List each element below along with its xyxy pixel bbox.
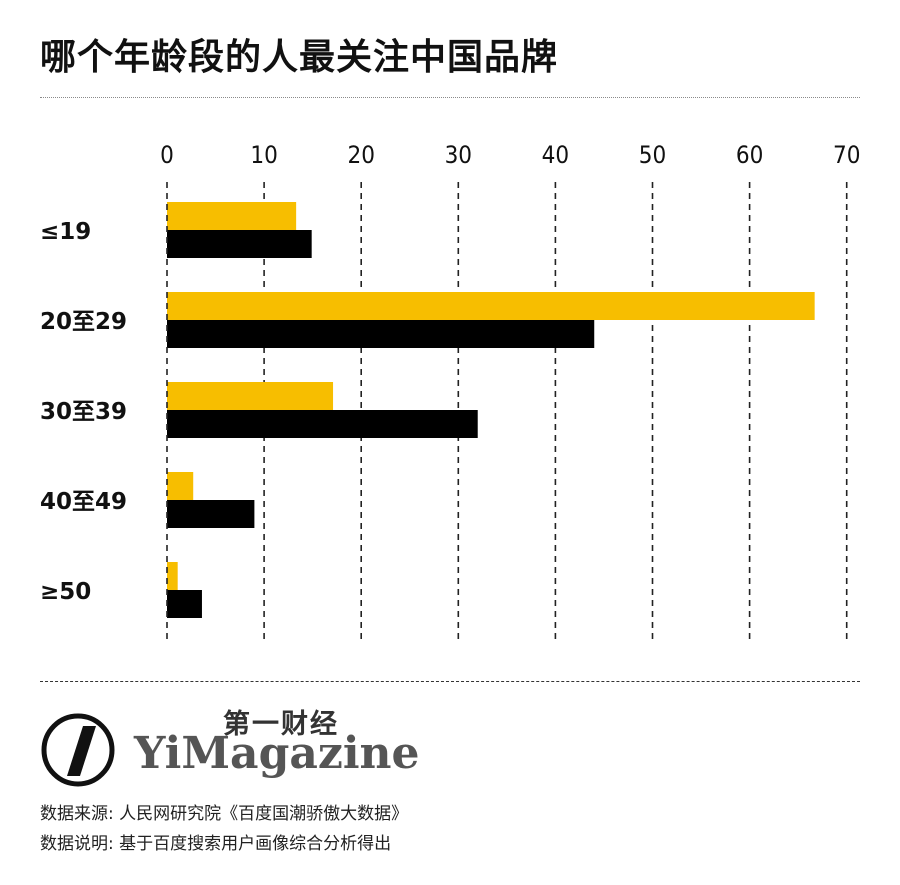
x-tick-label-60: 60 bbox=[736, 141, 763, 169]
x-tick-label-30: 30 bbox=[445, 141, 472, 169]
x-tick-label-40: 40 bbox=[542, 141, 569, 169]
logo-mark-icon bbox=[41, 713, 115, 787]
bar-series1-3 bbox=[167, 472, 194, 500]
x-tick-label-20: 20 bbox=[347, 141, 374, 169]
bar-series2-4 bbox=[167, 590, 202, 618]
title-divider bbox=[40, 97, 860, 98]
bar-series1-0 bbox=[167, 202, 297, 230]
brand-name-en: YiMagazine bbox=[134, 728, 420, 779]
bar-series2-1 bbox=[167, 320, 595, 348]
category-label-1: 20至29 bbox=[40, 309, 127, 335]
bar-series2-2 bbox=[167, 410, 478, 438]
method-note: 数据说明: 基于百度搜索用户画像综合分析得出 bbox=[40, 834, 392, 854]
source-note: 数据来源: 人民网研究院《百度国潮骄傲大数据》 bbox=[40, 804, 409, 824]
x-tick-label-0: 0 bbox=[160, 141, 174, 169]
bar-series2-3 bbox=[167, 500, 255, 528]
chart-title: 哪个年龄段的人最关注中国品牌 bbox=[40, 37, 559, 78]
category-label-0: ≤19 bbox=[40, 219, 91, 245]
x-tick-label-10: 10 bbox=[250, 141, 277, 169]
brand-logo: 第一财经 YiMagazine bbox=[40, 700, 460, 790]
x-tick-label-50: 50 bbox=[639, 141, 666, 169]
bar-chart: 0 10 20 30 40 50 60 70 ≤19 20至29 30至39 40至49 ≥50 bbox=[40, 141, 860, 642]
category-label-2: 30至39 bbox=[40, 399, 127, 425]
brand-name-cn: 第一财经 bbox=[223, 709, 339, 740]
bar-series1-4 bbox=[167, 562, 178, 590]
x-tick-label-70: 70 bbox=[833, 141, 860, 169]
bar-series1-1 bbox=[167, 292, 815, 320]
footer-divider bbox=[40, 681, 860, 682]
category-label-4: ≥50 bbox=[40, 579, 91, 605]
bar-series1-2 bbox=[167, 382, 334, 410]
bar-series2-0 bbox=[167, 230, 312, 258]
category-label-3: 40至49 bbox=[40, 489, 127, 515]
